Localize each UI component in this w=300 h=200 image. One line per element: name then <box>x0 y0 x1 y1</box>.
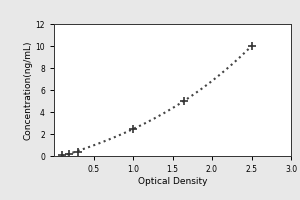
X-axis label: Optical Density: Optical Density <box>138 177 207 186</box>
Y-axis label: Concentration(ng/mL): Concentration(ng/mL) <box>24 40 33 140</box>
